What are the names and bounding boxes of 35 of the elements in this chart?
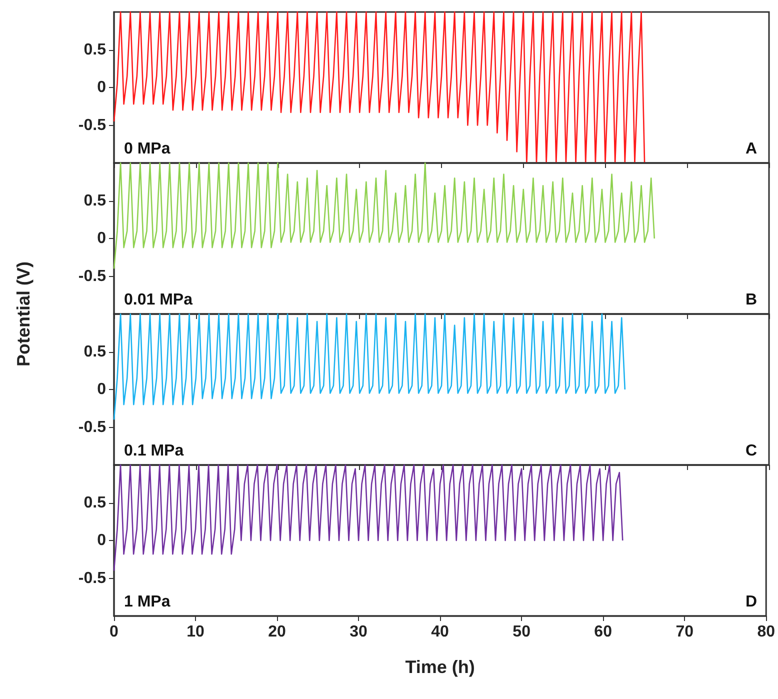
y-tick-label: 0.5 bbox=[84, 494, 106, 512]
annotation: 1 MPa bbox=[124, 594, 170, 610]
annotation: B bbox=[745, 292, 758, 308]
y-tick-label: 0 bbox=[97, 230, 106, 247]
annotation: D bbox=[745, 594, 758, 610]
y-tick-label: -0.5 bbox=[78, 116, 106, 134]
line-series bbox=[113, 11, 646, 164]
y-tick-label: -0.5 bbox=[78, 268, 106, 285]
y-tick-label: 0.5 bbox=[84, 41, 106, 58]
x-tick-label: 80 bbox=[757, 624, 776, 640]
x-tick-label: 50 bbox=[512, 624, 531, 640]
x-tick-label: 40 bbox=[431, 624, 450, 640]
y-axis-title: Potential (V) bbox=[14, 261, 34, 367]
y-tick-label: 0.5 bbox=[84, 343, 106, 360]
y-tick-label: -0.5 bbox=[78, 570, 106, 587]
x-tick-label: 20 bbox=[268, 624, 286, 640]
x-tick-label: 60 bbox=[594, 624, 612, 640]
x-tick-label: 30 bbox=[350, 624, 368, 640]
x-tick-label: 10 bbox=[186, 624, 205, 640]
x-axis-title: Time (h) bbox=[405, 657, 475, 677]
annotation: 0.1 MPa bbox=[124, 442, 184, 460]
y-tick-label: 0 bbox=[97, 381, 106, 398]
y-tick-label: 0 bbox=[97, 532, 106, 549]
y-tick-label: 0.5 bbox=[84, 192, 106, 210]
line-series bbox=[113, 313, 626, 420]
x-tick-label: 70 bbox=[676, 624, 694, 640]
y-tick-label: 0 bbox=[97, 79, 106, 96]
x-tick-label: 0 bbox=[110, 624, 119, 640]
line-series bbox=[113, 464, 624, 572]
annotation: 0 MPa bbox=[124, 140, 170, 158]
y-tick-label: -0.5 bbox=[78, 418, 106, 436]
annotation: A bbox=[745, 140, 758, 158]
line-series bbox=[113, 162, 656, 270]
annotation: C bbox=[745, 442, 758, 460]
annotation: 0.01 MPa bbox=[124, 292, 193, 308]
